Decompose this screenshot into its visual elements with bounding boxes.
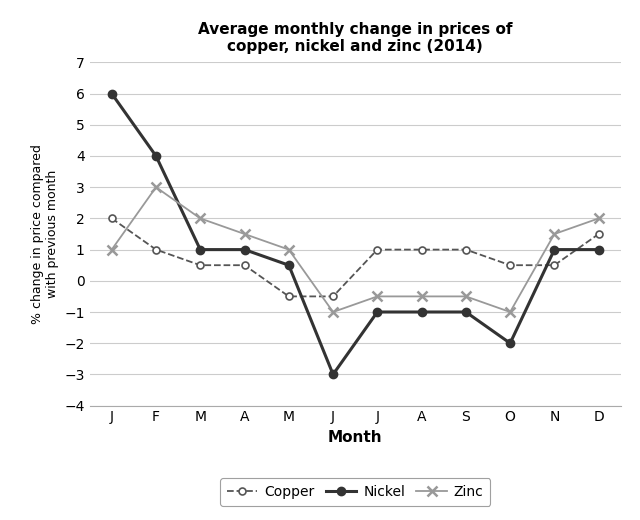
Nickel [241, 246, 248, 253]
Copper [196, 262, 204, 268]
Zinc [152, 184, 160, 190]
Nickel [196, 246, 204, 253]
Zinc [550, 231, 558, 237]
Nickel [418, 309, 426, 315]
Copper [329, 293, 337, 300]
Copper [418, 246, 426, 253]
Zinc [108, 246, 116, 253]
X-axis label: Month: Month [328, 430, 383, 445]
Title: Average monthly change in prices of
copper, nickel and zinc (2014): Average monthly change in prices of copp… [198, 22, 513, 54]
Legend: Copper, Nickel, Zinc: Copper, Nickel, Zinc [220, 478, 490, 505]
Zinc [241, 231, 248, 237]
Nickel [152, 153, 160, 159]
Nickel [329, 371, 337, 378]
Copper [506, 262, 514, 268]
Zinc [285, 246, 292, 253]
Zinc [374, 293, 381, 300]
Line: Zinc: Zinc [107, 183, 604, 317]
Nickel [108, 90, 116, 97]
Line: Nickel: Nickel [108, 89, 603, 379]
Copper [152, 246, 160, 253]
Zinc [595, 215, 602, 222]
Line: Copper: Copper [108, 215, 602, 300]
Copper [595, 231, 602, 237]
Copper [285, 293, 292, 300]
Nickel [285, 262, 292, 268]
Copper [374, 246, 381, 253]
Copper [241, 262, 248, 268]
Zinc [196, 215, 204, 222]
Nickel [506, 340, 514, 346]
Nickel [550, 246, 558, 253]
Nickel [374, 309, 381, 315]
Copper [550, 262, 558, 268]
Copper [462, 246, 470, 253]
Zinc [462, 293, 470, 300]
Nickel [595, 246, 602, 253]
Zinc [506, 309, 514, 315]
Nickel [462, 309, 470, 315]
Zinc [329, 309, 337, 315]
Y-axis label: % change in price compared
with previous month: % change in price compared with previous… [31, 144, 59, 324]
Copper [108, 215, 116, 222]
Zinc [418, 293, 426, 300]
